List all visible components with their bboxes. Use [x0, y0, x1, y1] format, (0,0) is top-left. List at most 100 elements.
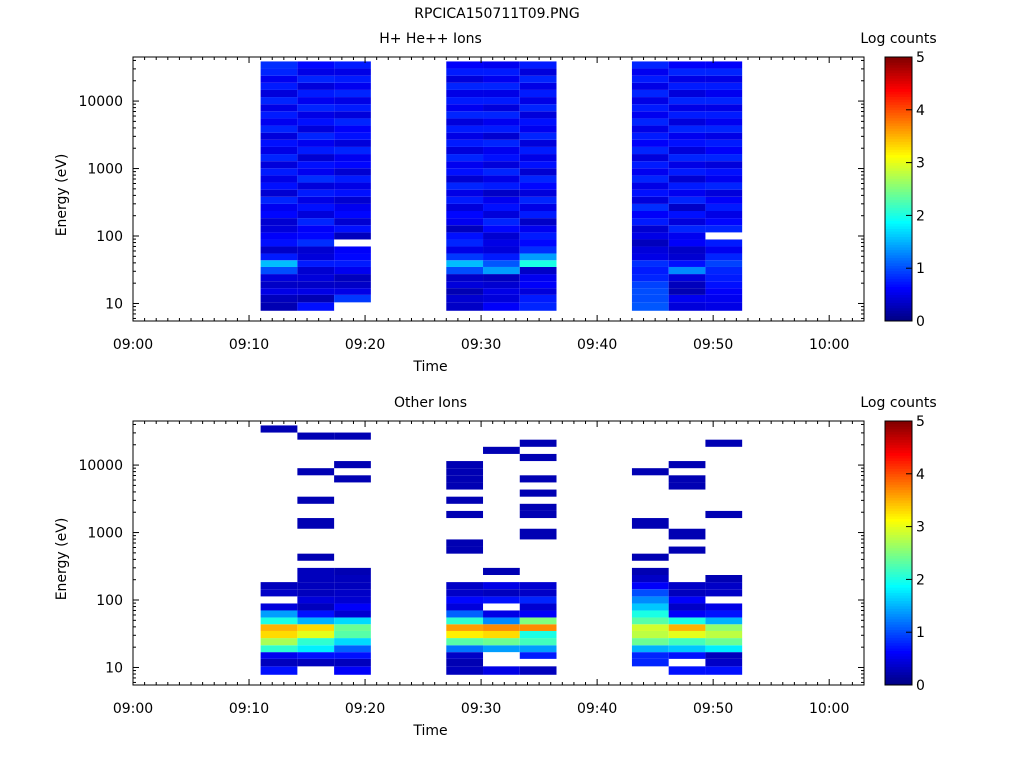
heatmap-cell [519, 111, 557, 119]
heatmap-cell [260, 288, 298, 295]
heatmap-cell [631, 624, 669, 631]
heatmap-cell [446, 239, 484, 247]
heatmap-cell [334, 624, 371, 631]
colorbar-label: Log counts [860, 31, 936, 47]
colorbar-segment [885, 539, 912, 543]
colorbar-segment [885, 513, 912, 517]
heatmap-cell [260, 246, 298, 254]
colorbar-tick-label: 3 [916, 520, 925, 536]
heatmap-cell [334, 61, 371, 69]
colorbar-segment [885, 508, 912, 512]
heatmap-cell [297, 518, 335, 529]
colorbar-segment [885, 645, 912, 649]
x-tick-label: 10:00 [809, 337, 849, 353]
heatmap-cell [631, 468, 669, 476]
heatmap-cell [519, 666, 557, 675]
heatmap-cell [334, 658, 371, 667]
colorbar-segment [885, 534, 912, 538]
heatmap-cell [705, 146, 743, 155]
heatmap-cell [668, 225, 706, 233]
heatmap-cell [631, 125, 669, 133]
colorbar-segment [885, 189, 912, 193]
heatmap-cell [297, 82, 335, 90]
heatmap-cell [519, 168, 557, 176]
heatmap-cell [705, 260, 743, 267]
colorbar-segment [885, 637, 912, 641]
heatmap-cell [446, 617, 484, 625]
heatmap-cell [668, 482, 706, 490]
heatmap-cell [631, 75, 669, 83]
heatmap-cell [519, 630, 557, 639]
heatmap-cell [705, 274, 743, 282]
heatmap-cell [260, 666, 298, 675]
colorbar-segment [885, 560, 912, 564]
heatmap-cell [260, 111, 298, 119]
heatmap-cell [483, 61, 520, 69]
heatmap-cell [631, 111, 669, 119]
heatmap-cell [483, 446, 520, 454]
heatmap-cell [446, 211, 484, 219]
heatmap-cell [260, 175, 298, 183]
heatmap-cell [519, 294, 557, 303]
panel-2: 09:00 09:10 09:20 09:30 09:40 09:50 10:0010100… [54, 395, 937, 739]
heatmap-cell [483, 211, 520, 219]
heatmap-cell [297, 603, 335, 611]
heatmap-cell [668, 630, 706, 639]
colorbar-segment [885, 215, 912, 219]
colorbar-segment [885, 663, 912, 667]
heatmap-cell [631, 246, 669, 254]
colorbar-segment [885, 677, 912, 681]
colorbar-segment [885, 669, 912, 673]
heatmap-cell [334, 288, 371, 295]
colorbar-segment [885, 260, 912, 264]
y-axis-label: Energy (eV) [54, 518, 70, 601]
heatmap-cell [705, 218, 743, 226]
heatmap-cell [631, 281, 669, 289]
heatmap-cell [519, 624, 557, 631]
heatmap-cell [334, 82, 371, 90]
colorbar-segment [885, 489, 912, 493]
colorbar-segment [885, 123, 912, 127]
colorbar-tick-label: 2 [916, 572, 925, 588]
heatmap-cell [334, 645, 371, 653]
colorbar-frame [884, 56, 913, 322]
heatmap-cell [446, 638, 484, 646]
colorbar-tick-label: 0 [916, 314, 925, 330]
y-tick-label: 10000 [78, 94, 123, 110]
heatmap-cell [260, 253, 298, 261]
colorbar-segment [885, 674, 912, 678]
colorbar-segment [885, 154, 912, 158]
heatmap-cell [668, 461, 706, 469]
heatmap-cell [705, 603, 743, 611]
colorbar-segment [885, 465, 912, 469]
heatmap-cell [483, 302, 520, 311]
heatmap-cell [483, 146, 520, 155]
heatmap-cell [297, 139, 335, 147]
heatmap-cell [446, 482, 484, 490]
colorbar-segment [885, 305, 912, 309]
colorbar-segment [885, 500, 912, 504]
colorbar-segment [885, 666, 912, 670]
colorbar-segment [885, 75, 912, 79]
heatmap-cell [631, 630, 669, 639]
heatmap-cell [297, 232, 335, 240]
heatmap-cell [334, 666, 371, 675]
colorbar-segment [885, 165, 912, 169]
colorbar-segment [885, 223, 912, 227]
colorbar-segment [885, 661, 912, 665]
colorbar-segment [885, 117, 912, 121]
heatmap-cell [483, 645, 520, 653]
colorbar-segment [885, 86, 912, 90]
colorbar-segment [885, 202, 912, 206]
heatmap-cell [483, 281, 520, 289]
colorbar-segment [885, 207, 912, 211]
heatmap-cell [446, 161, 484, 169]
heatmap-cell [631, 518, 669, 529]
heatmap-cell [705, 132, 743, 140]
heatmap-cell [483, 104, 520, 112]
heatmap-cell [519, 617, 557, 625]
colorbar-segment [885, 59, 912, 63]
heatmap-cell [519, 645, 557, 653]
heatmap-cell [705, 575, 743, 583]
heatmap-cell [446, 461, 484, 469]
